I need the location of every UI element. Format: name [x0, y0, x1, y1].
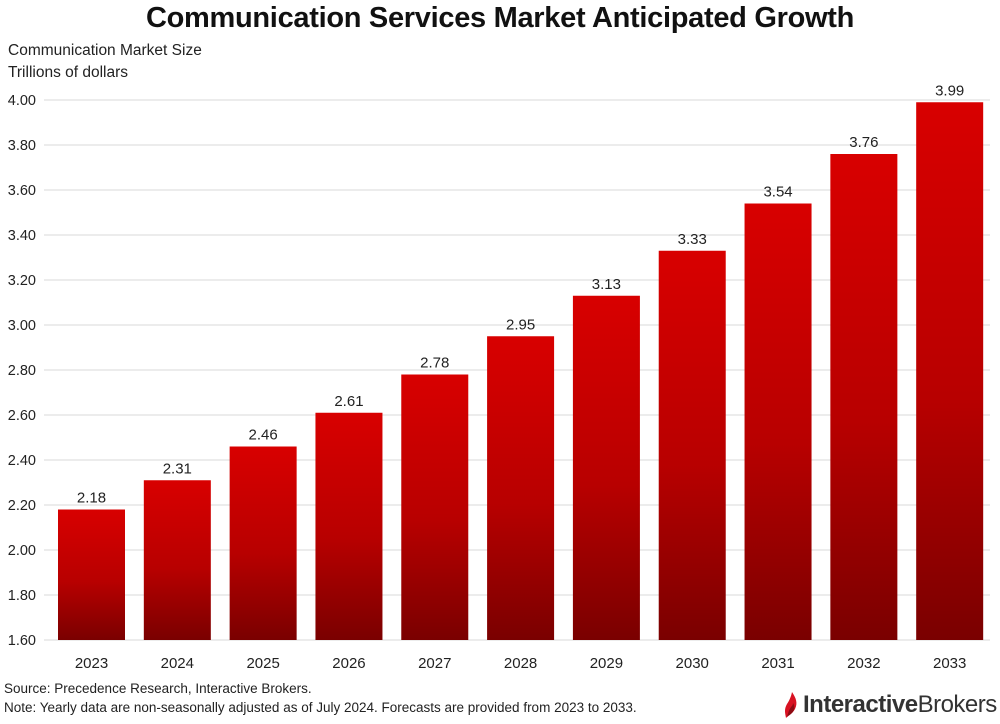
data-label-2032: 3.76 — [849, 134, 878, 151]
y-tick-label: 2.00 — [8, 543, 36, 559]
x-tick-label-2025: 2025 — [246, 655, 279, 672]
interactive-brokers-logo: InteractiveBrokers — [783, 690, 997, 720]
bar-2025 — [229, 446, 297, 640]
bar-2026 — [315, 412, 383, 640]
data-label-2030: 3.33 — [678, 231, 707, 248]
source-note: Source: Precedence Research, Interactive… — [4, 681, 312, 696]
y-axis-ticks: 1.60 1.80 2.00 2.20 2.40 2.60 2.80 3.00 3.20 3.40… — [8, 93, 36, 649]
bar-2033 — [916, 102, 984, 640]
bar-2029 — [572, 295, 640, 640]
chart-title: Communication Services Market Anticipate… — [145, 2, 855, 34]
logo-wordmark: InteractiveBrokers — [803, 691, 997, 719]
x-tick-label-2032: 2032 — [847, 655, 880, 672]
footnote: Note: Yearly data are non-seasonally adj… — [4, 700, 637, 715]
y-tick-label: 1.80 — [8, 588, 36, 604]
x-tick-label-2023: 2023 — [75, 655, 108, 672]
data-label-2031: 3.54 — [763, 184, 792, 201]
bar-2030 — [658, 250, 726, 640]
data-label-2025: 2.46 — [249, 427, 278, 444]
y-tick-label: 3.00 — [8, 318, 36, 334]
x-tick-label-2031: 2031 — [761, 655, 794, 672]
bar-2032 — [830, 154, 898, 640]
bar-2031 — [744, 203, 812, 640]
x-tick-label-2027: 2027 — [418, 655, 451, 672]
y-tick-label: 3.80 — [8, 138, 36, 154]
data-label-2023: 2.18 — [77, 490, 106, 507]
y-tick-label: 3.60 — [8, 183, 36, 199]
flame-icon — [785, 692, 797, 718]
bar-2027 — [401, 374, 469, 640]
x-tick-label-2033: 2033 — [933, 655, 966, 672]
data-label-2033: 3.99 — [935, 82, 964, 99]
data-label-2024: 2.31 — [163, 460, 192, 477]
data-labels: 2.18 2.31 2.46 2.61 2.78 2.95 3.13 3.33 3.54 3.76… — [77, 82, 964, 506]
data-label-2029: 3.13 — [592, 276, 621, 293]
y-tick-label: 2.20 — [8, 498, 36, 514]
logo-word-1: Interactive — [803, 691, 918, 718]
data-label-2026: 2.61 — [334, 393, 363, 410]
x-tick-label-2028: 2028 — [504, 655, 537, 672]
bars — [58, 102, 984, 640]
y-tick-label: 1.60 — [8, 633, 36, 649]
x-tick-label-2026: 2026 — [332, 655, 365, 672]
y-tick-label: 3.20 — [8, 273, 36, 289]
y-axis-label-line-1: Communication Market Size — [8, 42, 202, 59]
y-tick-label: 4.00 — [8, 93, 36, 109]
y-tick-label: 3.40 — [8, 228, 36, 244]
y-axis-label-line-2: Trillions of dollars — [8, 64, 129, 81]
y-tick-label: 2.60 — [8, 408, 36, 424]
logo-word-2: Brokers — [917, 691, 998, 718]
data-label-2027: 2.78 — [420, 355, 449, 372]
bar-2023 — [58, 509, 125, 640]
y-tick-label: 2.40 — [8, 453, 36, 469]
bar-2028 — [487, 336, 555, 640]
data-label-2028: 2.95 — [506, 316, 535, 333]
x-tick-label-2029: 2029 — [590, 655, 623, 672]
x-tick-label-2030: 2030 — [676, 655, 709, 672]
bar-2024 — [143, 480, 211, 640]
x-axis-ticks: 2023 2024 2025 2026 2027 2028 2029 2030 2031 2032… — [75, 655, 967, 672]
y-tick-label: 2.80 — [8, 363, 36, 379]
x-tick-label-2024: 2024 — [161, 655, 194, 672]
